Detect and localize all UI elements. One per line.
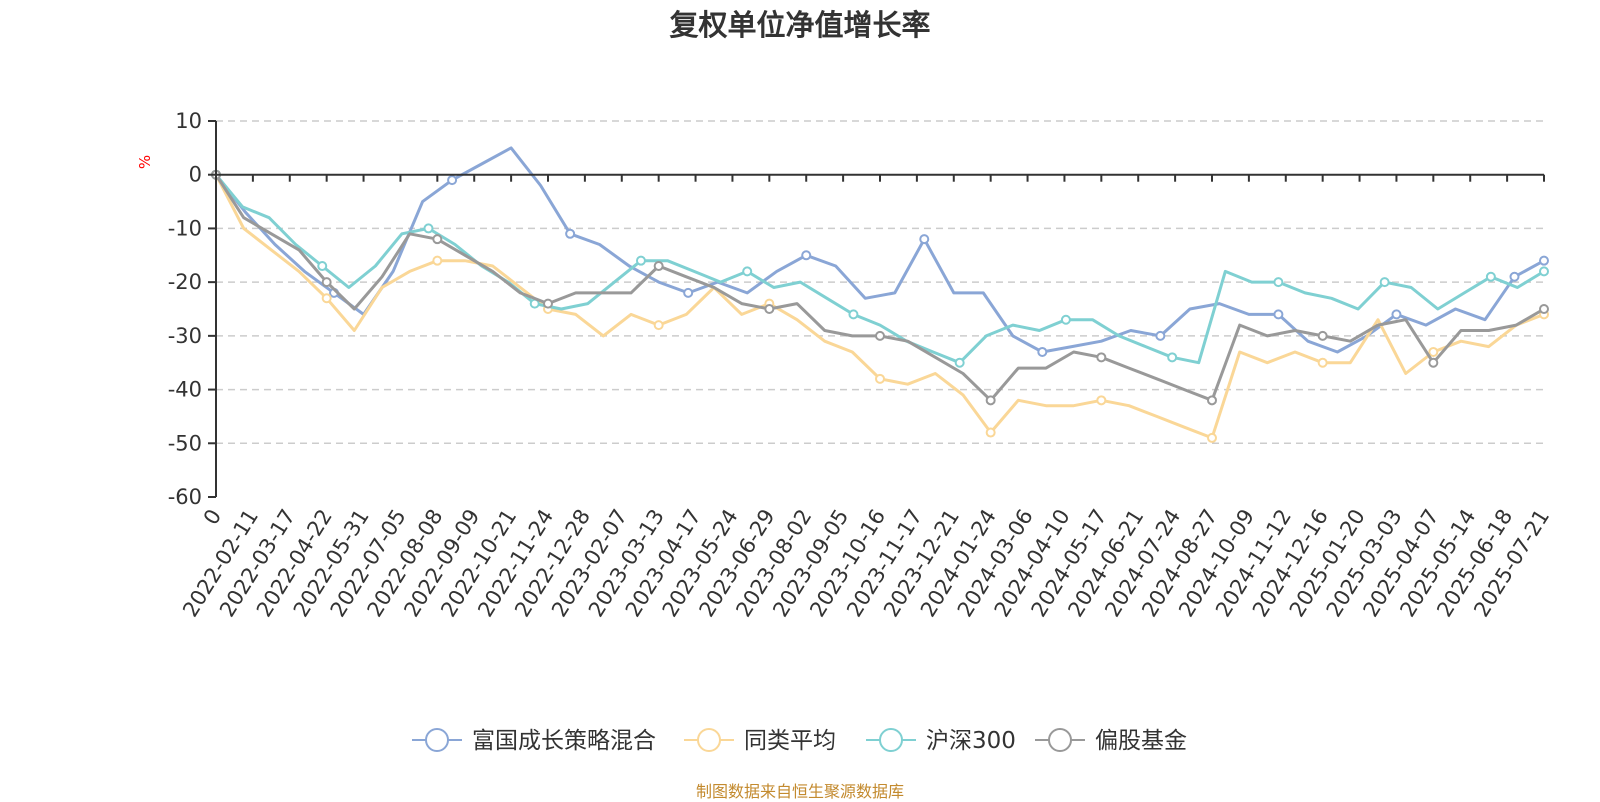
x-axis-ticks: 02022-02-112022-03-172022-04-222022-05-3… [178,174,1554,621]
data-point [1167,352,1178,363]
legend-label: 同类平均 [744,728,836,754]
y-tick-label: 0 [189,163,202,187]
y-tick-label: 10 [175,109,202,133]
data-point [653,261,664,272]
data-point [1428,357,1439,368]
legend-marker-icon [697,728,721,752]
data-point [1379,277,1390,288]
data-point [848,309,859,320]
data-point [742,266,753,277]
data-point [875,330,885,341]
data-point [321,277,332,288]
data-point [1273,277,1284,288]
data-point [764,304,775,314]
series-2 [211,169,1549,368]
data-point [565,228,576,239]
legend: 富国成长策略混合 同类平均 沪深300 偏股基金 [412,728,1187,754]
legend-marker-icon [1048,728,1072,752]
data-point [1317,357,1328,368]
data-point [321,293,332,304]
data-point [919,234,930,245]
y-tick-label: -60 [168,485,202,509]
legend-item-1[interactable]: 同类平均 [684,728,836,754]
y-tick-label: -30 [168,324,202,348]
legend-label: 沪深300 [926,728,1016,754]
data-point [1207,395,1217,406]
y-tick-label: -10 [168,216,202,240]
data-point [1539,304,1549,314]
data-point [1539,266,1549,277]
data-point [1207,432,1217,443]
data-point [985,427,996,438]
data-point [1539,255,1549,266]
legend-label: 富国成长策略混合 [472,728,656,754]
data-point [985,395,996,406]
data-point [1428,346,1439,357]
source-note: 制图数据来自恒生聚源数据库 [695,782,904,801]
series-line [214,174,1545,440]
data-point [1096,352,1107,363]
series-line [214,173,1545,402]
grid-lines [216,120,1544,445]
data-point [543,298,553,309]
legend-label: 偏股基金 [1095,728,1187,754]
legend-marker-icon [425,728,449,752]
data-point [1155,330,1166,341]
series-layer [211,146,1549,443]
data-point [1509,271,1520,282]
y-axis-ticks: 10 0 -10 -20 -30 -40 -50 -60 [168,109,216,509]
data-point [875,373,885,384]
series-3 [211,169,1549,406]
legend-marker-icon [879,728,903,752]
x-tick-label: 0 [199,505,226,529]
chart-title: 复权单位净值增长率 [669,8,931,42]
data-point [447,175,458,186]
y-tick-label: -40 [168,378,202,402]
data-point [1037,346,1048,357]
y-tick-label: -20 [168,270,202,294]
data-point [801,250,812,261]
legend-item-2[interactable]: 沪深300 [866,728,1016,754]
data-point [317,261,328,272]
data-point [423,223,434,234]
y-axis-label: % [136,155,154,169]
data-point [954,357,965,368]
legend-item-3[interactable]: 偏股基金 [1035,728,1187,754]
data-point [1096,395,1107,406]
data-point [1273,309,1284,320]
data-point [1060,314,1071,325]
legend-item-0[interactable]: 富国成长策略混合 [412,728,656,754]
series-line [214,146,1545,354]
y-tick-label: -50 [168,431,202,455]
data-point [653,320,664,331]
series-line [214,173,1545,365]
data-point [432,255,443,266]
data-point [432,234,443,245]
data-point [635,255,646,266]
data-point [1317,330,1328,341]
data-point [1391,309,1402,320]
data-point [683,287,694,298]
data-point [1485,271,1496,282]
